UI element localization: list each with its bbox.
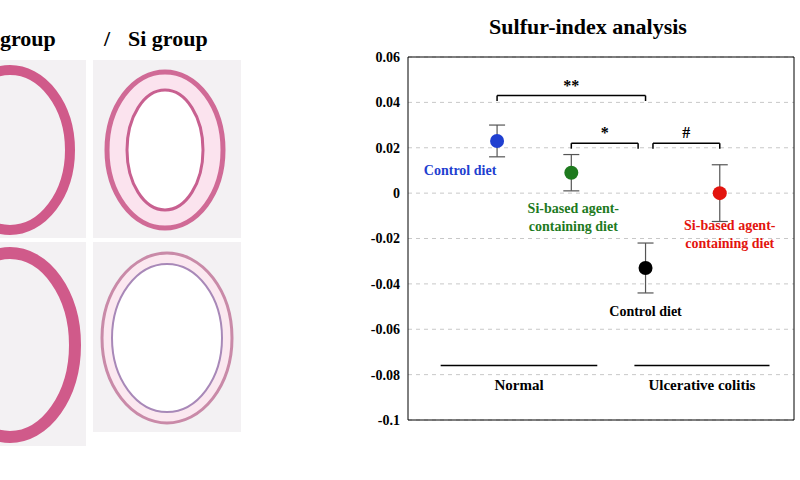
svg-text:Control diet: Control diet (609, 304, 682, 319)
svg-text:0: 0 (393, 186, 400, 201)
html-text:group: group (0, 26, 56, 51)
svg-text:0.02: 0.02 (376, 141, 401, 156)
svg-text:Si-based agent-containing diet: Si-based agent-containing diet (684, 218, 776, 251)
svg-text:**: ** (563, 77, 579, 94)
svg-text:-0.06: -0.06 (371, 322, 400, 337)
svg-text:-0.08: -0.08 (371, 368, 400, 383)
svg-text:-0.1: -0.1 (378, 413, 400, 428)
html-text:Si group: Si group (128, 26, 208, 51)
svg-text:Ulcerative colitis: Ulcerative colitis (648, 377, 755, 393)
svg-text:0.04: 0.04 (376, 95, 401, 110)
svg-text:Si-based agent-containing diet: Si-based agent-containing diet (528, 201, 620, 234)
svg-text:#: # (682, 124, 690, 141)
svg-text:Normal: Normal (494, 377, 543, 393)
svg-text:0.06: 0.06 (376, 50, 401, 65)
svg-text:Control diet: Control diet (424, 163, 497, 178)
svg-text:-0.02: -0.02 (371, 231, 400, 246)
svg-text:*: * (601, 124, 609, 141)
html-text:Sulfur-index analysis: Sulfur-index analysis (489, 14, 687, 39)
svg-text:-0.04: -0.04 (371, 277, 400, 292)
